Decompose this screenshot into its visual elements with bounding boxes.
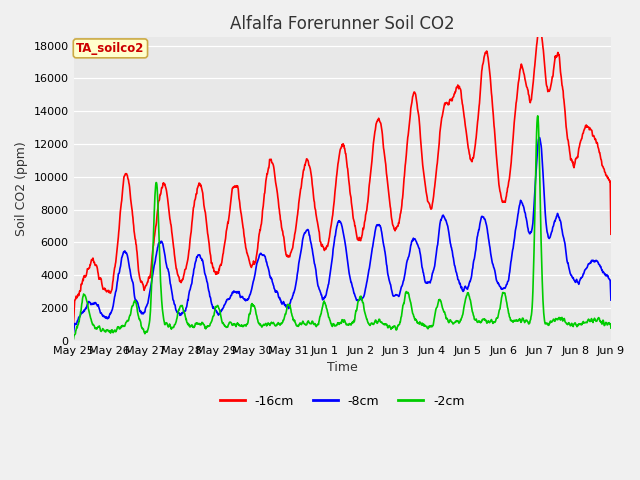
-2cm	[189, 324, 197, 330]
-16cm	[536, 23, 543, 28]
-8cm	[536, 135, 543, 141]
-2cm	[543, 321, 551, 327]
Line: -2cm: -2cm	[74, 116, 611, 339]
-16cm	[189, 208, 197, 214]
-8cm	[250, 279, 257, 285]
-16cm	[496, 186, 504, 192]
Legend: -16cm, -8cm, -2cm: -16cm, -8cm, -2cm	[215, 390, 470, 412]
-16cm	[426, 201, 433, 207]
Title: Alfalfa Forerunner Soil CO2: Alfalfa Forerunner Soil CO2	[230, 15, 454, 33]
-2cm	[496, 307, 504, 312]
-2cm	[176, 304, 184, 310]
-8cm	[496, 283, 504, 289]
-2cm	[607, 325, 615, 331]
-2cm	[426, 324, 433, 330]
Line: -8cm: -8cm	[74, 138, 611, 332]
Line: -16cm: -16cm	[74, 25, 611, 322]
-2cm	[534, 113, 541, 119]
-16cm	[176, 278, 184, 284]
Text: TA_soilco2: TA_soilco2	[76, 42, 145, 55]
-8cm	[176, 312, 184, 318]
-8cm	[543, 230, 551, 236]
-8cm	[189, 272, 197, 278]
Y-axis label: Soil CO2 (ppm): Soil CO2 (ppm)	[15, 142, 28, 237]
-16cm	[70, 319, 77, 325]
-8cm	[607, 297, 615, 303]
-8cm	[426, 279, 433, 285]
X-axis label: Time: Time	[327, 361, 358, 374]
-16cm	[250, 260, 257, 266]
-2cm	[250, 302, 257, 308]
-16cm	[543, 86, 551, 92]
-16cm	[607, 231, 615, 237]
-2cm	[70, 336, 77, 342]
-8cm	[70, 329, 77, 335]
